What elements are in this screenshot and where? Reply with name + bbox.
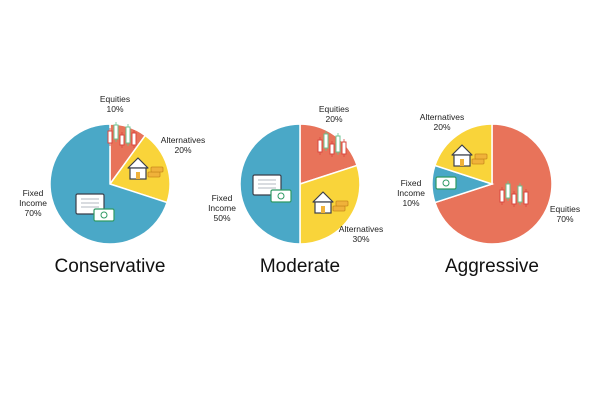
candlestick-chart-icon <box>317 131 347 157</box>
gold-bar <box>147 171 161 178</box>
candle-body <box>125 126 131 144</box>
candle-body <box>317 139 323 153</box>
slice-label-value: 50% <box>213 213 230 223</box>
candle-body <box>107 130 113 144</box>
house-door <box>136 172 140 179</box>
bond-certificate-and-cash-icon <box>252 174 292 203</box>
gold-bar <box>335 200 349 207</box>
gold-bar <box>150 166 164 173</box>
gold-bar <box>471 158 485 165</box>
slice-label-name: Equities <box>319 104 349 114</box>
cash-seal <box>442 179 450 187</box>
slice-label-value: 10% <box>402 198 419 208</box>
candle-body <box>335 135 341 153</box>
house-and-gold-icon <box>127 157 164 180</box>
cash-icon <box>435 176 457 190</box>
bond-certificate-and-cash-icon <box>75 193 115 222</box>
slice-label-name: Fixed <box>23 188 44 198</box>
gold-bar <box>332 205 346 212</box>
slice-label-name: Fixed <box>401 178 422 188</box>
slice-label-name: Equities <box>100 94 130 104</box>
candle-body <box>323 133 329 149</box>
slice-label-value: 70% <box>556 214 573 224</box>
slice-label-value: 20% <box>174 145 191 155</box>
slice-label-name: Income <box>208 203 236 213</box>
candle-body <box>511 193 517 205</box>
slice-label-name: Alternatives <box>420 112 464 122</box>
cash-seal <box>100 211 108 219</box>
candle-body <box>523 191 529 205</box>
pie-slice-equities <box>299 123 359 186</box>
candle-body <box>499 189 505 203</box>
slice-label-name: Income <box>19 198 47 208</box>
cash-seal <box>277 192 285 200</box>
candlestick-chart-icon <box>107 122 137 148</box>
slice-label-value: 10% <box>106 104 123 114</box>
slice-label-name: Income <box>397 188 425 198</box>
house-and-gold-icon <box>451 144 488 167</box>
slice-label-name: Equities <box>550 204 580 214</box>
candle-body <box>119 134 125 146</box>
slice-label-name: Fixed <box>212 193 233 203</box>
chart-title: Aggressive <box>445 256 539 277</box>
candle-body <box>329 143 335 155</box>
slice-label-name: Alternatives <box>339 224 383 234</box>
slice-label-value: 30% <box>352 234 369 244</box>
cash-note <box>93 208 115 222</box>
chart-title: Moderate <box>260 256 340 277</box>
candle-body <box>131 132 137 146</box>
house-door <box>460 159 464 166</box>
candlestick-chart-icon <box>499 181 529 207</box>
candle-body <box>517 185 523 203</box>
cash-note <box>270 189 292 203</box>
cash-note <box>435 176 457 190</box>
slice-label-value: 70% <box>24 208 41 218</box>
candle-body <box>113 124 119 140</box>
candle-body <box>341 141 347 155</box>
house-and-gold-icon <box>312 191 349 214</box>
slice-label-name: Alternatives <box>161 135 205 145</box>
slice-label-value: 20% <box>433 122 450 132</box>
chart-title: Conservative <box>55 256 166 277</box>
house-door <box>321 206 325 213</box>
candle-body <box>505 183 511 199</box>
slice-label-value: 20% <box>325 114 342 124</box>
gold-bar <box>474 153 488 160</box>
